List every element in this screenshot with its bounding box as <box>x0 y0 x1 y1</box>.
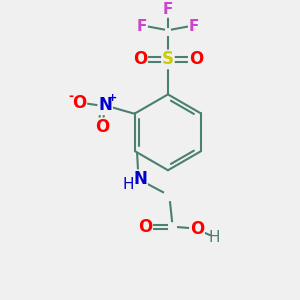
Text: F: F <box>137 19 147 34</box>
Text: -: - <box>69 90 74 103</box>
Text: O: O <box>133 50 147 68</box>
Text: S: S <box>162 50 174 68</box>
Text: H: H <box>122 177 134 192</box>
Text: O: O <box>138 218 152 236</box>
Text: O: O <box>95 118 109 136</box>
Text: O: O <box>189 50 203 68</box>
Text: F: F <box>163 2 173 17</box>
Text: O: O <box>190 220 204 238</box>
Text: H: H <box>208 230 220 244</box>
Text: F: F <box>189 19 199 34</box>
Text: O: O <box>72 94 86 112</box>
Text: N: N <box>98 96 112 114</box>
Text: N: N <box>133 170 147 188</box>
Text: +: + <box>107 93 117 103</box>
